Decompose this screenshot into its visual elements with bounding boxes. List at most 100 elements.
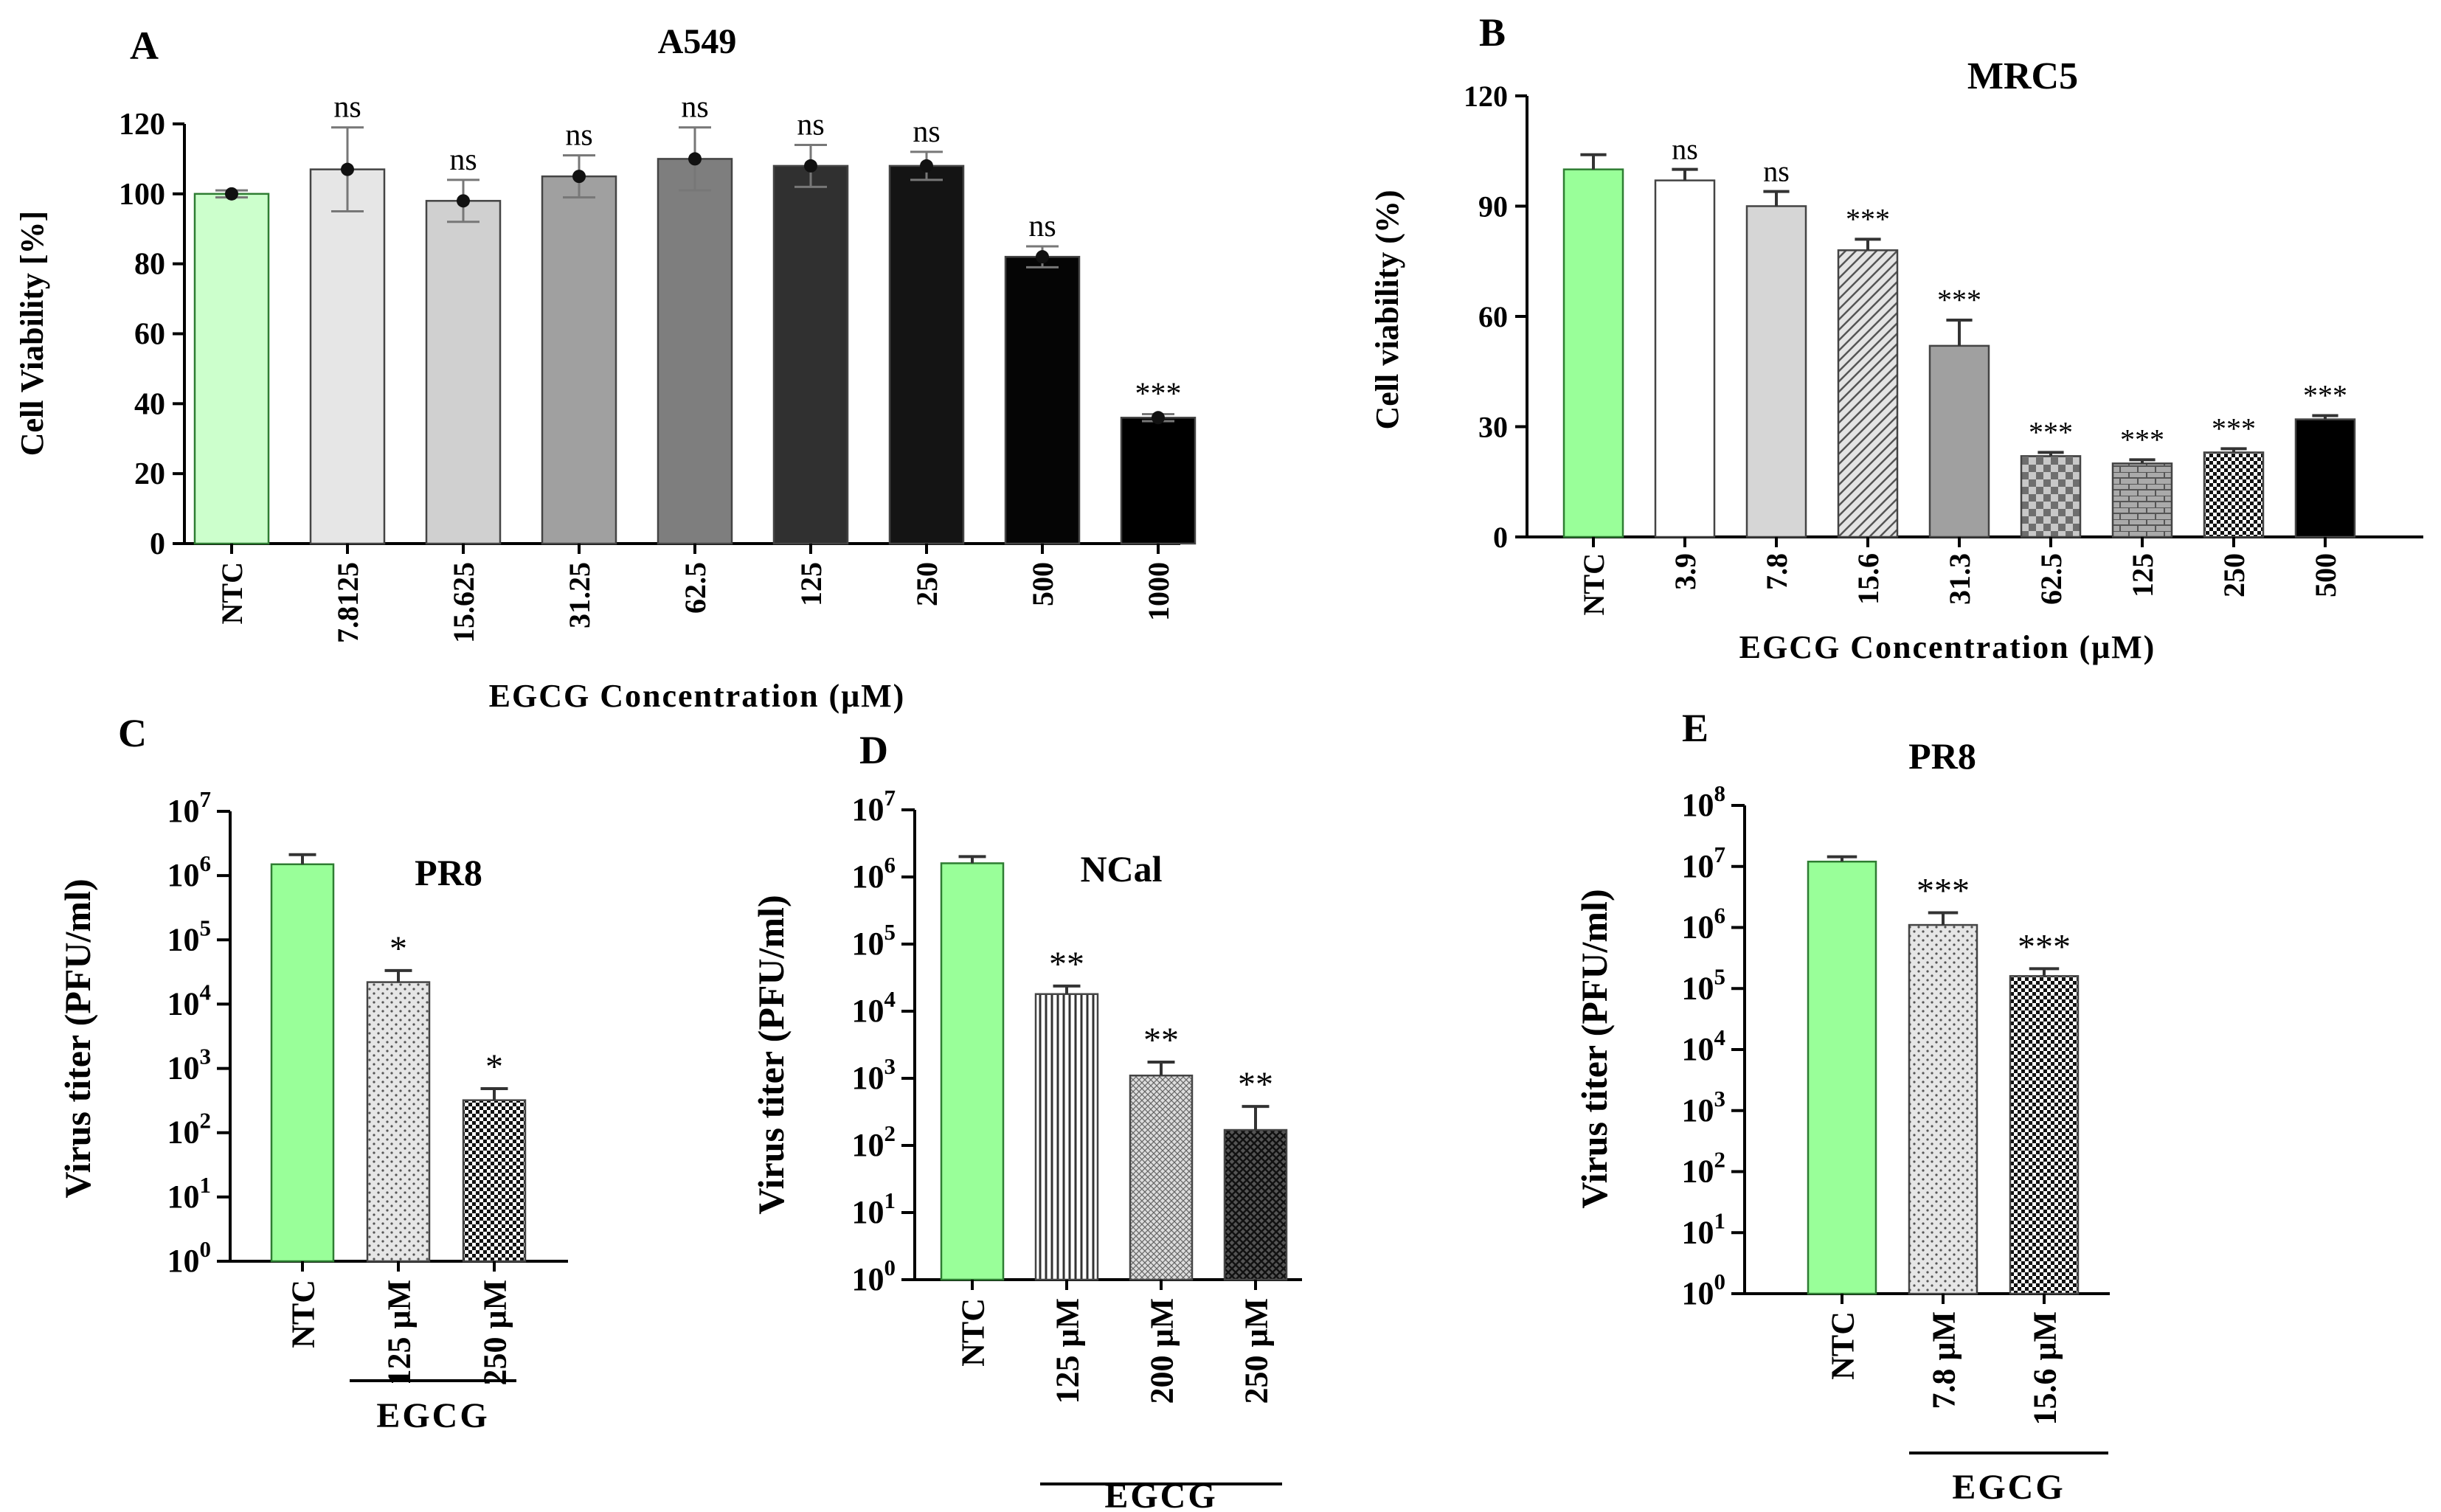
- y-tick-label: 106: [1682, 903, 1726, 946]
- y-tick-label: 104: [1682, 1024, 1726, 1067]
- y-tick-label: 0: [1493, 521, 1508, 554]
- x-tick-label: 31.3: [1943, 553, 1976, 605]
- bar: [1129, 1074, 1194, 1281]
- significance-label: ***: [1917, 872, 1970, 911]
- mean-point: [341, 162, 354, 176]
- bar: [309, 168, 386, 545]
- chart-title: A549: [658, 22, 737, 61]
- y-tick-label: 103: [852, 1053, 896, 1096]
- bar: [193, 193, 270, 545]
- x-tick-label: 125: [794, 562, 828, 606]
- group-label: EGCG: [1104, 1477, 1217, 1512]
- y-tick-label: 105: [1682, 963, 1726, 1006]
- x-tick-label: 7.8125: [331, 562, 364, 643]
- x-tick-label: 500: [1026, 562, 1059, 606]
- y-tick-label: 108: [1682, 780, 1726, 823]
- bar: [772, 164, 849, 545]
- bar: [1807, 860, 1877, 1295]
- significance-label: ns: [565, 119, 592, 153]
- y-tick-label: 107: [1682, 842, 1726, 884]
- y-tick-label: 101: [852, 1187, 896, 1230]
- y-tick-label: 106: [852, 852, 896, 895]
- significance-label: ns: [1763, 155, 1790, 188]
- y-tick-label: 104: [852, 986, 896, 1029]
- x-tick-label: 15.6 μM: [2026, 1311, 2063, 1425]
- significance-label: ns: [913, 115, 940, 149]
- y-tick-label: 100: [852, 1255, 896, 1297]
- y-tick-label: 102: [1682, 1147, 1726, 1190]
- significance-label: ***: [1937, 283, 1981, 316]
- y-axis-label: Virus titer (PFU/ml): [750, 895, 792, 1214]
- x-tick-label: 250 μM: [1238, 1298, 1274, 1404]
- significance-label: ***: [2303, 379, 2347, 412]
- y-tick-label: 101: [1682, 1207, 1726, 1250]
- bar: [1562, 168, 1624, 538]
- bar: [888, 164, 965, 545]
- bar: [366, 981, 431, 1263]
- y-axis-label: Virus titer (PFU/ml): [57, 878, 98, 1198]
- y-tick-label: 102: [167, 1108, 212, 1151]
- x-tick-label: 1000: [1142, 562, 1175, 621]
- x-tick-label: 125: [2126, 553, 2159, 597]
- y-tick-label: 103: [1682, 1086, 1726, 1128]
- y-tick-label: 20: [134, 457, 165, 491]
- y-tick-label: 80: [134, 248, 165, 282]
- y-tick-label: 40: [134, 387, 165, 421]
- bar: [1034, 993, 1099, 1281]
- y-tick-label: 120: [1464, 80, 1508, 113]
- bar: [541, 175, 617, 545]
- x-tick-label: NTC: [955, 1298, 991, 1367]
- bar: [1004, 255, 1081, 545]
- x-tick-label: 125 μM: [1049, 1298, 1085, 1404]
- bar: [2294, 418, 2356, 538]
- mean-point: [572, 170, 586, 184]
- significance-label: **: [1049, 945, 1084, 984]
- x-tick-label: 250 μM: [477, 1280, 513, 1385]
- x-tick-label: 250: [910, 562, 943, 606]
- x-tick-label: 500: [2309, 553, 2342, 597]
- x-axis-label: EGCG Concentration (μM): [1739, 629, 2156, 665]
- group-label: EGCG: [376, 1396, 489, 1435]
- y-tick-label: 100: [167, 1236, 212, 1279]
- significance-label: **: [1238, 1065, 1273, 1104]
- y-tick-label: 60: [134, 318, 165, 352]
- bar: [462, 1099, 527, 1263]
- y-tick-label: 0: [150, 527, 165, 561]
- x-tick-label: NTC: [1824, 1311, 1860, 1380]
- x-tick-label: 31.25: [563, 562, 596, 628]
- bar: [1745, 205, 1807, 538]
- y-tick-label: 30: [1478, 411, 1508, 444]
- y-tick-label: 104: [167, 979, 212, 1022]
- significance-label: ns: [681, 91, 708, 125]
- panel-d: D NCal 100 101 102 103 104 105 106 107 Virus titer…: [750, 728, 1302, 1512]
- y-tick-label: 107: [167, 786, 212, 829]
- x-tick-label: NTC: [215, 562, 249, 624]
- panel-e: E PR8 100 101 102 103 104 105 106 107 108 Virus tit…: [1573, 706, 2110, 1507]
- panel-letter: C: [118, 711, 147, 755]
- bar: [2203, 451, 2265, 538]
- y-tick-label: 101: [167, 1172, 212, 1215]
- y-tick-label: 120: [119, 108, 165, 142]
- bar: [1654, 179, 1716, 538]
- panel-c: C PR8 100 101 102 103 104 105 106 107 Virus titer …: [57, 711, 568, 1435]
- chart-title: NCal: [1080, 848, 1162, 889]
- significance-label: **: [1143, 1021, 1179, 1060]
- panel-letter: A: [130, 24, 159, 68]
- bar: [2009, 975, 2080, 1295]
- y-tick-label: 90: [1478, 190, 1508, 223]
- significance-label: ns: [333, 91, 361, 125]
- panel-letter: B: [1479, 10, 1506, 55]
- group-label: EGCG: [1952, 1468, 2065, 1507]
- x-tick-label: 15.625: [447, 562, 480, 643]
- x-tick-label: 250: [2217, 553, 2251, 597]
- bar: [425, 200, 502, 545]
- y-tick-label: 107: [852, 785, 896, 828]
- significance-label: ***: [2018, 927, 2071, 966]
- x-axis-label: EGCG Concentration (μM): [489, 678, 906, 714]
- x-tick-label: 7.8 μM: [1925, 1311, 1962, 1409]
- chart-title: PR8: [415, 852, 482, 893]
- bar: [1928, 344, 1990, 538]
- x-tick-label: 200 μM: [1143, 1298, 1180, 1404]
- x-tick-label: NTC: [285, 1280, 321, 1348]
